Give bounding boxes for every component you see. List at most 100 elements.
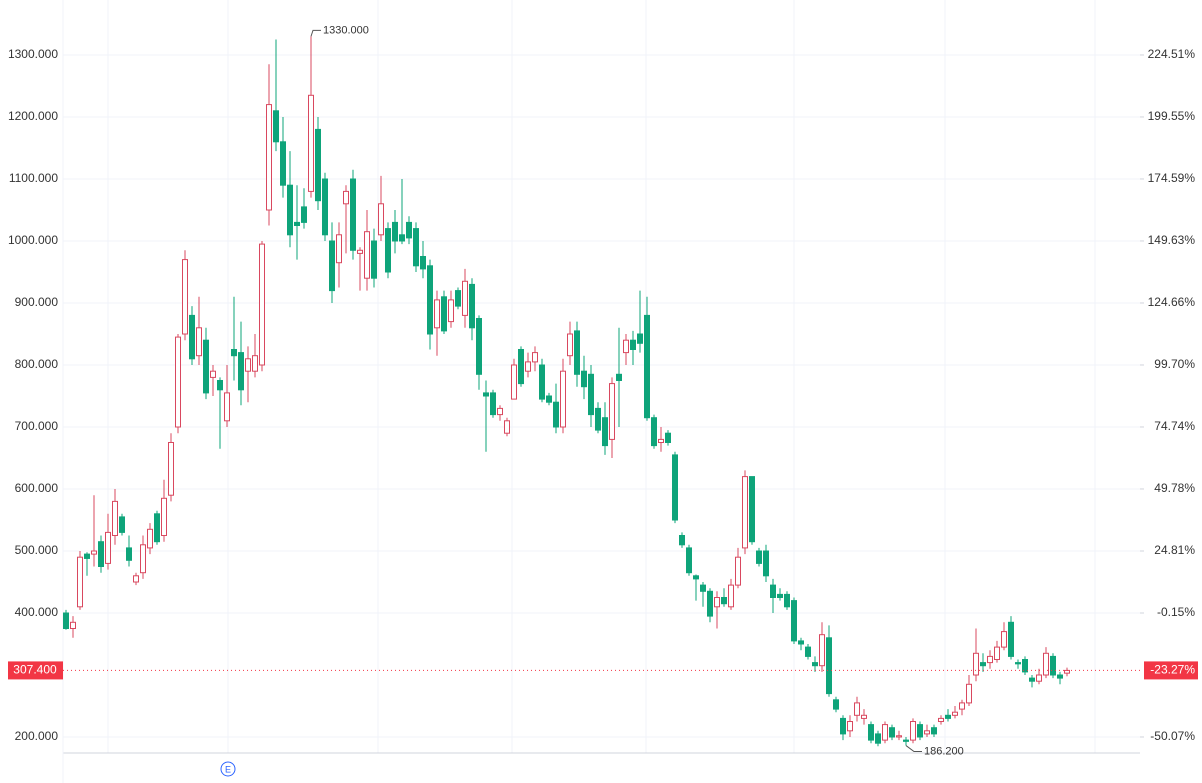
candle-body — [777, 593, 783, 599]
high-label: 1330.000 — [323, 24, 369, 36]
candle-body — [455, 290, 461, 307]
candle-body — [504, 420, 510, 434]
candle-body — [105, 531, 111, 564]
candle-body — [476, 317, 482, 375]
y2-tick-label: 149.63% — [1148, 233, 1196, 247]
candle-body — [1008, 621, 1014, 657]
candle-body — [875, 733, 881, 744]
candle-body — [644, 314, 650, 419]
y-tick-label: 500.000 — [15, 543, 59, 557]
y2-tick-label: 24.81% — [1154, 543, 1195, 557]
candle-body — [595, 407, 601, 431]
candle-body — [553, 401, 559, 428]
vertical-grid — [107, 0, 1096, 753]
candle-body — [77, 556, 83, 608]
candle-body — [742, 476, 748, 549]
y-tick-label: 400.000 — [15, 605, 59, 619]
candle-body — [994, 646, 1000, 661]
candle-body — [812, 662, 818, 667]
candle-body — [770, 584, 776, 599]
candle-body — [819, 634, 825, 667]
low-label: 186.200 — [924, 745, 964, 757]
y-tick-label: 700.000 — [15, 419, 59, 433]
candle-body — [581, 370, 587, 388]
candle-body — [231, 348, 237, 357]
candle-body — [567, 333, 573, 357]
candle-body — [665, 432, 671, 443]
candle-body — [707, 590, 713, 617]
candle-body — [336, 234, 342, 264]
candle-body — [182, 259, 188, 335]
candle-body — [686, 547, 692, 574]
candle-body — [539, 364, 545, 400]
y2-tick-label: 224.51% — [1148, 47, 1196, 61]
candle-body — [546, 395, 552, 403]
candle-body — [756, 550, 762, 564]
candle-body — [420, 255, 426, 270]
event-marker[interactable]: E — [225, 764, 231, 774]
candle-body — [350, 178, 356, 251]
candle-body — [931, 727, 937, 735]
candle-body — [448, 299, 454, 323]
candle-body — [308, 94, 314, 192]
candle-body — [763, 550, 769, 577]
candle-body — [133, 575, 139, 583]
candle-body — [280, 141, 286, 186]
candle-body — [1001, 631, 1007, 648]
high-leader — [310, 29, 321, 37]
candle-body — [945, 714, 951, 719]
event-marker-circle[interactable] — [220, 761, 236, 777]
candle-body — [273, 110, 279, 143]
candle-body — [966, 683, 972, 704]
candle-body — [462, 280, 468, 316]
candle-body — [532, 352, 538, 363]
y2-tick-label: 99.70% — [1154, 357, 1195, 371]
candle-body — [980, 662, 986, 667]
y-tick-label: 200.000 — [15, 729, 59, 743]
y2-tick-label: 124.66% — [1148, 295, 1196, 309]
y2-tick-label: 49.78% — [1154, 481, 1195, 495]
y-tick-label: 900.000 — [15, 295, 59, 309]
candle-body — [301, 206, 307, 223]
candle-body — [385, 228, 391, 273]
candle-body — [63, 612, 69, 630]
y2-tick-label: 74.74% — [1154, 419, 1195, 433]
candle-body — [483, 392, 489, 397]
candle-body — [315, 128, 321, 202]
y2-tick-label: 174.59% — [1148, 171, 1196, 185]
candle-body — [791, 600, 797, 642]
candle-body — [196, 327, 202, 357]
candle-body — [98, 541, 104, 568]
last-price-label: 307.400 — [13, 663, 57, 677]
low-leader — [905, 745, 922, 753]
candle-body — [168, 441, 174, 496]
candle-body — [154, 513, 160, 543]
candle-body — [560, 370, 566, 428]
candle-body — [84, 553, 90, 559]
candle-body — [805, 646, 811, 657]
horizontal-grid — [63, 54, 1140, 738]
candle-body — [574, 330, 580, 375]
candle-body — [427, 265, 433, 335]
candle-body — [882, 724, 888, 741]
y-tick-label: 1100.000 — [9, 171, 58, 185]
candle-body — [938, 717, 944, 723]
candle-body — [952, 711, 958, 716]
candle-body — [70, 621, 76, 630]
y2-tick-label: 199.55% — [1148, 109, 1196, 123]
candle-body — [840, 717, 846, 735]
candle-body — [861, 714, 867, 719]
candle-body — [735, 556, 741, 586]
candle-body — [826, 637, 832, 695]
candle-body — [1029, 677, 1035, 682]
candle-body — [357, 249, 363, 254]
y2-tick-label: -0.15% — [1157, 605, 1195, 619]
candle-body — [973, 652, 979, 676]
candle-body — [406, 221, 412, 239]
candle-body — [217, 379, 223, 391]
candle-body — [833, 699, 839, 710]
candles — [63, 36, 1070, 747]
candle-body — [714, 597, 720, 608]
candle-body — [728, 584, 734, 608]
